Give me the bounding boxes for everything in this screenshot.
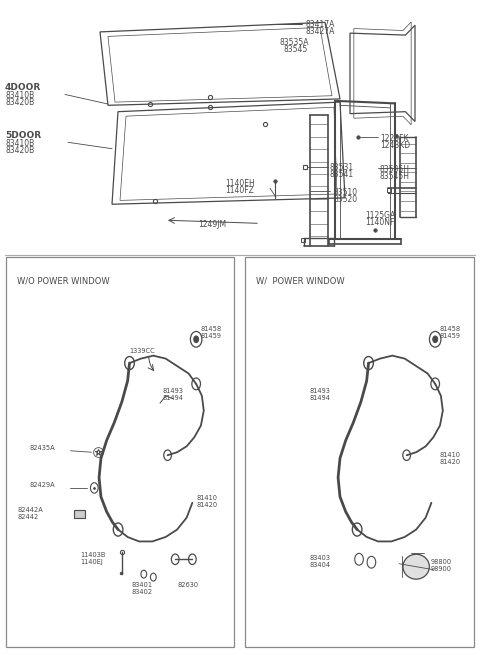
- Circle shape: [433, 336, 438, 343]
- Text: 82435A: 82435A: [30, 445, 55, 451]
- Text: 83410B: 83410B: [5, 139, 34, 148]
- Text: 83417A: 83417A: [305, 20, 335, 29]
- Text: 81410
81420: 81410 81420: [440, 452, 461, 465]
- Circle shape: [194, 336, 199, 343]
- Text: 1249JM: 1249JM: [198, 219, 226, 229]
- Text: 83420B: 83420B: [5, 98, 34, 107]
- Text: 81493
81494: 81493 81494: [310, 388, 331, 402]
- Text: 83410B: 83410B: [5, 91, 34, 100]
- Text: 5DOOR: 5DOOR: [5, 131, 41, 140]
- Text: 81493
81494: 81493 81494: [163, 388, 184, 402]
- Text: W/  POWER WINDOW: W/ POWER WINDOW: [256, 277, 345, 286]
- Text: 83545H: 83545H: [380, 172, 410, 181]
- Text: 1125GA: 1125GA: [365, 211, 395, 219]
- Text: 82429A: 82429A: [30, 482, 55, 488]
- Text: 98800
98900: 98800 98900: [431, 559, 452, 572]
- Text: 1220FK: 1220FK: [380, 134, 408, 143]
- Bar: [245, 257, 474, 647]
- Text: 1140FZ: 1140FZ: [225, 186, 254, 195]
- Text: 11403B
1140EJ: 11403B 1140EJ: [80, 552, 106, 565]
- Text: 83520: 83520: [333, 195, 357, 204]
- Text: 83403
83404: 83403 83404: [310, 555, 331, 568]
- Text: 83535H: 83535H: [380, 164, 410, 174]
- Text: 83541: 83541: [330, 170, 354, 179]
- Text: 83531: 83531: [330, 162, 354, 172]
- Text: 1140NF: 1140NF: [365, 217, 395, 227]
- Text: 1140EH: 1140EH: [225, 179, 255, 188]
- Text: 83510: 83510: [333, 188, 357, 197]
- Text: 83535A: 83535A: [280, 38, 310, 47]
- Text: 81458
81459: 81458 81459: [201, 326, 222, 339]
- Bar: [74, 510, 85, 517]
- Text: 83545: 83545: [284, 45, 308, 54]
- Bar: [6, 257, 234, 647]
- Text: 4DOOR: 4DOOR: [5, 83, 41, 92]
- Text: 83427A: 83427A: [305, 28, 335, 37]
- Text: W/O POWER WINDOW: W/O POWER WINDOW: [17, 277, 110, 286]
- Text: 81410
81420: 81410 81420: [196, 495, 217, 508]
- Ellipse shape: [403, 554, 429, 579]
- Text: 1339CC: 1339CC: [130, 348, 155, 354]
- Text: 83420B: 83420B: [5, 146, 34, 155]
- Text: 81458
81459: 81458 81459: [440, 326, 461, 339]
- Text: 82442A
82442: 82442A 82442: [17, 507, 43, 520]
- Text: 1243KD: 1243KD: [380, 141, 410, 150]
- Text: 82630: 82630: [177, 582, 198, 588]
- Text: 83401
83402: 83401 83402: [132, 582, 153, 595]
